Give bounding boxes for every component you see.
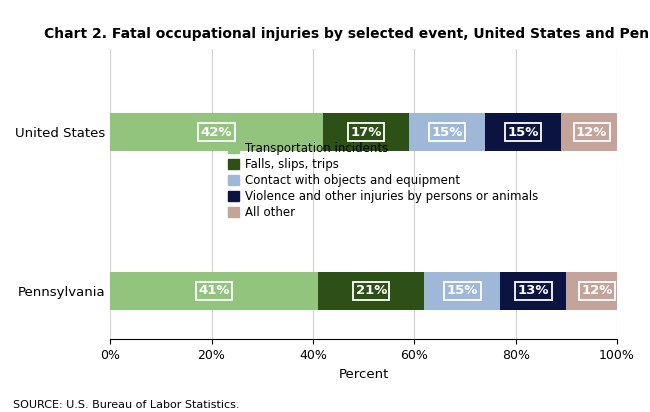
Text: 13%: 13% <box>517 284 549 297</box>
Bar <box>110 113 323 151</box>
Legend: Transportation incidents, Falls, slips, trips, Contact with objects and equipmen: Transportation incidents, Falls, slips, … <box>227 142 538 219</box>
Bar <box>110 272 318 310</box>
Text: Chart 2. Fatal occupational injuries by selected event, United States and Pennsy: Chart 2. Fatal occupational injuries by … <box>44 27 650 41</box>
Text: 15%: 15% <box>447 284 478 297</box>
Text: 41%: 41% <box>198 284 230 297</box>
Text: 15%: 15% <box>508 126 539 139</box>
Text: 12%: 12% <box>581 284 612 297</box>
Bar <box>566 272 627 310</box>
Text: 12%: 12% <box>576 126 607 139</box>
Bar <box>323 113 410 151</box>
Bar <box>410 113 486 151</box>
Text: 17%: 17% <box>350 126 382 139</box>
Bar <box>424 272 500 310</box>
Text: SOURCE: U.S. Bureau of Labor Statistics.: SOURCE: U.S. Bureau of Labor Statistics. <box>13 400 239 410</box>
Bar <box>500 272 566 310</box>
X-axis label: Percent: Percent <box>339 368 389 381</box>
Bar <box>318 272 424 310</box>
Bar <box>486 113 562 151</box>
Text: 21%: 21% <box>356 284 387 297</box>
Text: 15%: 15% <box>432 126 463 139</box>
Bar <box>562 113 622 151</box>
Text: 42%: 42% <box>201 126 232 139</box>
